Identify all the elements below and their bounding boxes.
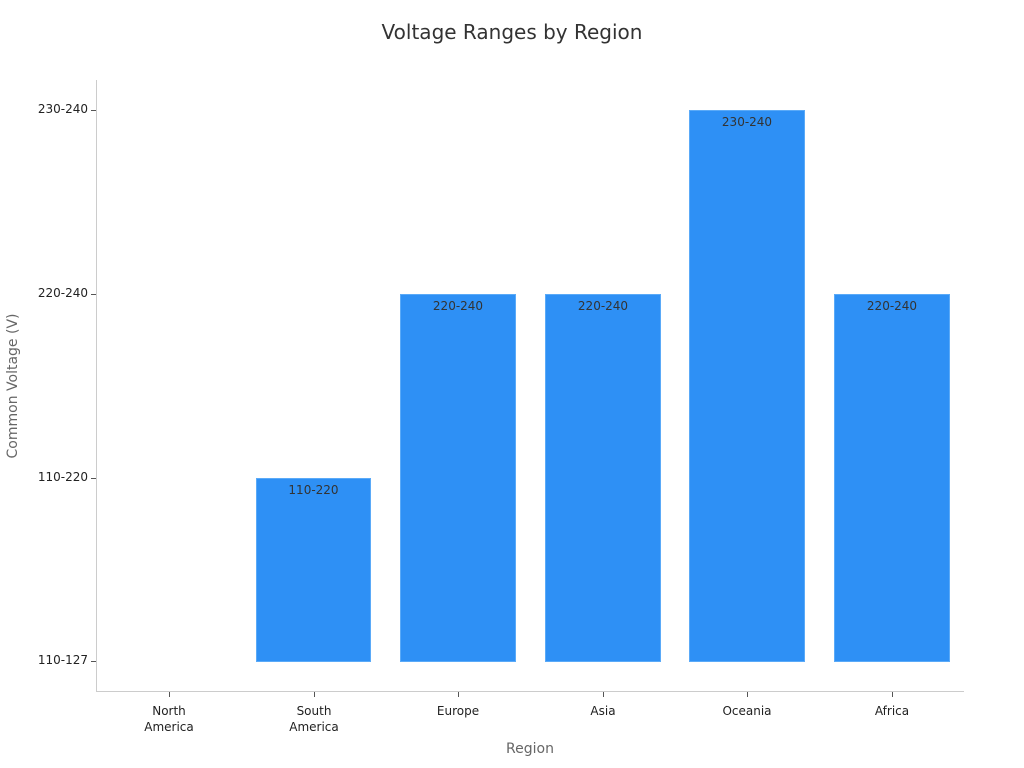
y-tick-mark <box>91 110 96 111</box>
y-tick-label: 220-240 <box>37 286 88 300</box>
x-tick-label: Oceania <box>722 704 772 718</box>
y-axis-line <box>96 80 97 692</box>
bar-africa: 220-240 <box>834 294 950 662</box>
x-tick-mark <box>313 692 315 697</box>
x-tick: Asia <box>543 692 663 719</box>
x-tick: North America <box>109 692 229 735</box>
bar-asia: 220-240 <box>545 294 661 662</box>
y-tick-label: 110-220 <box>37 470 88 484</box>
x-tick: Africa <box>832 692 952 719</box>
bar-europe: 220-240 <box>400 294 516 662</box>
bar-value-label: 220-240 <box>432 299 484 313</box>
y-tick-mark <box>91 294 96 295</box>
y-tick: 220-240 <box>0 286 98 308</box>
y-tick-mark <box>91 478 96 479</box>
bar-value-label: 110-220 <box>288 483 339 497</box>
x-tick-mark <box>602 692 604 697</box>
y-tick-label: 110-127 <box>37 653 88 667</box>
y-tick-mark <box>91 661 96 662</box>
x-tick-mark <box>891 692 893 697</box>
x-tick-mark <box>168 692 170 697</box>
x-tick-label: Asia <box>590 704 616 718</box>
y-tick: 230-240 <box>0 102 98 124</box>
bar-oceania: 230-240 <box>689 110 805 662</box>
x-tick-label: North America <box>144 704 194 734</box>
y-tick-label: 230-240 <box>37 102 88 116</box>
x-tick: South America <box>254 692 374 735</box>
y-tick: 110-220 <box>0 470 98 492</box>
y-axis-label: Common Voltage (V) <box>5 313 21 459</box>
x-axis-line <box>96 691 964 692</box>
x-tick-label: South America <box>289 704 339 734</box>
x-tick-label: Europe <box>436 704 480 718</box>
bar-value-label: 220-240 <box>577 299 629 313</box>
x-tick-mark <box>457 692 459 697</box>
y-tick: 110-127 <box>0 653 98 675</box>
chart-title: Voltage Ranges by Region <box>381 20 643 44</box>
bar-south-america: 110-220 <box>256 478 371 662</box>
x-tick: Europe <box>398 692 518 719</box>
x-axis-label: Region <box>506 741 554 757</box>
x-tick-mark <box>746 692 748 697</box>
x-tick: Oceania <box>687 692 807 719</box>
bar-value-label: 230-240 <box>721 115 773 129</box>
bar-value-label: 220-240 <box>866 299 918 313</box>
x-tick-label: Africa <box>874 704 910 718</box>
